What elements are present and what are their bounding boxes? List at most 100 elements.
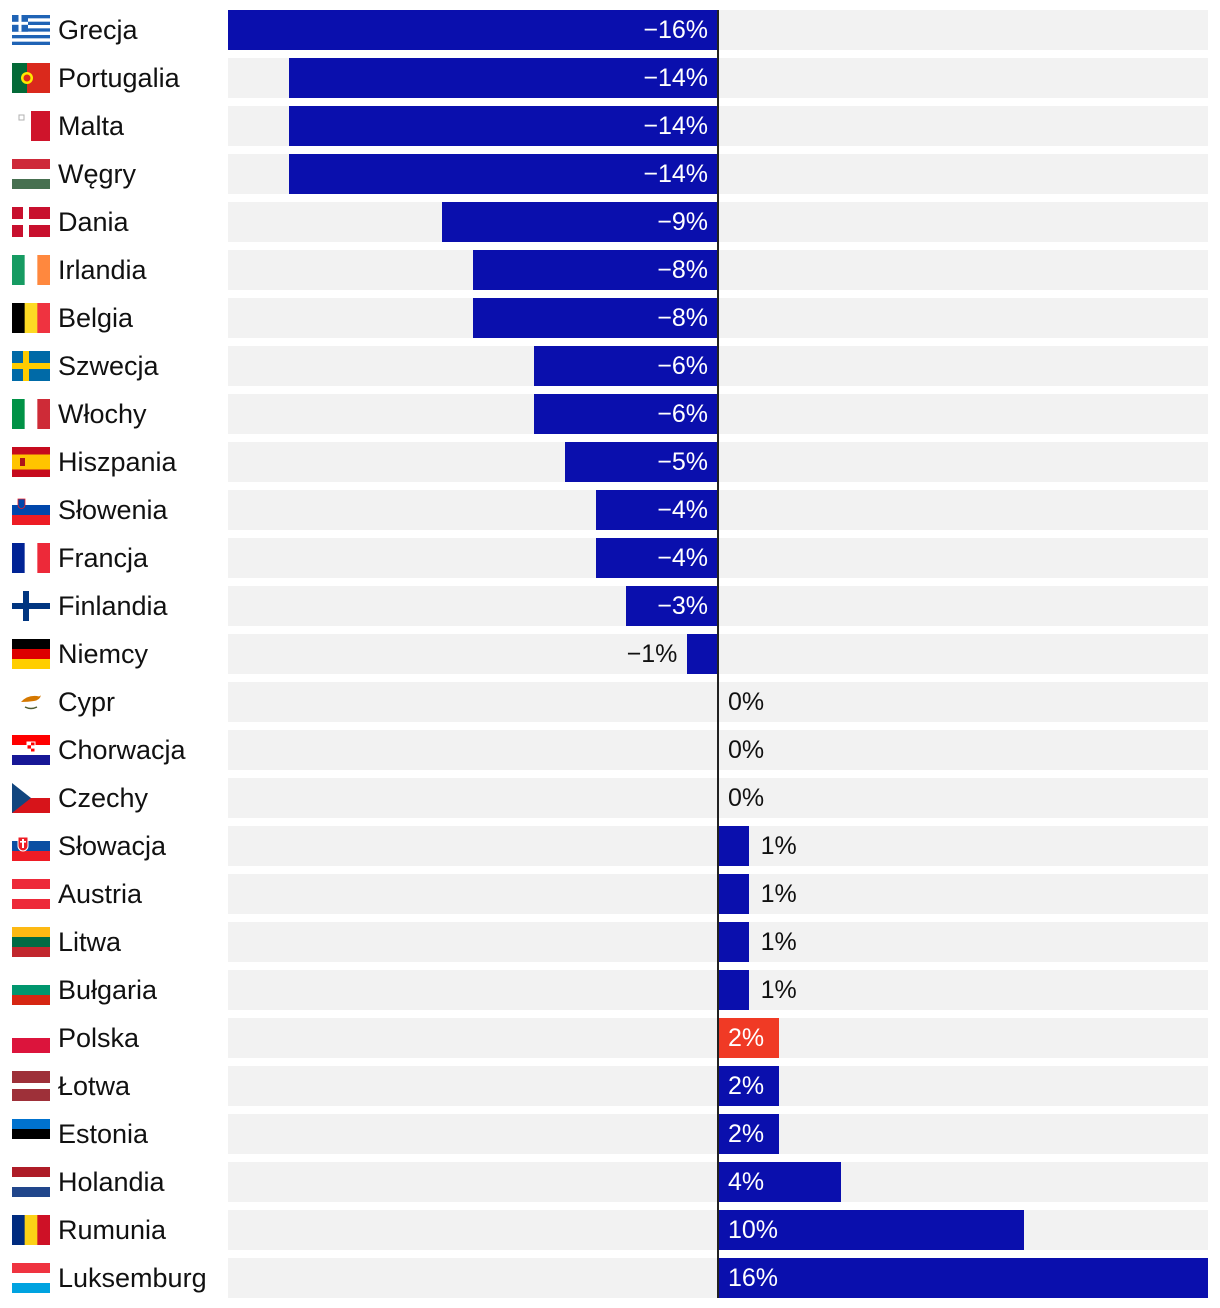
category-label: Portugalia [58,63,180,93]
bar-wegry [289,154,718,194]
chart-row-dania: Dania −9% [0,202,1220,242]
slovakia-flag-icon [12,831,50,861]
spain-flag-icon [12,447,50,477]
bar-slowenia [595,490,718,530]
chart-row-hiszpania: Hiszpania −5% [0,442,1220,482]
category-label: Łotwa [58,1071,131,1101]
category-label: Finlandia [58,591,168,621]
bar-litwa [718,922,749,962]
data-label: 1% [760,880,797,908]
category-label: Malta [58,111,125,141]
chart-row-niemcy: Niemcy −1% [0,634,1220,674]
chart-row-wegry: Węgry −14% [0,154,1220,194]
bar-belgia [473,298,718,338]
data-label: −8% [657,304,708,332]
bar-lotwa [718,1066,780,1106]
bar-szwecja [534,346,718,386]
bar-luksemburg [718,1258,1208,1298]
austria-flag-icon [12,879,50,909]
chart-row-lotwa: Łotwa 2% [0,1066,1220,1106]
category-label: Chorwacja [58,735,186,765]
data-label: −14% [643,112,708,140]
denmark-flag-icon [12,207,50,237]
data-label: −6% [657,352,708,380]
bar-holandia [718,1162,841,1202]
czechia-flag-icon [12,783,50,813]
data-label: 4% [728,1168,765,1196]
croatia-flag-icon [12,735,50,765]
bar-wlochy [534,394,718,434]
data-label: 0% [728,688,765,716]
category-label: Rumunia [58,1215,167,1245]
chart-row-szwecja: Szwecja −6% [0,346,1220,386]
category-label: Słowacja [58,831,167,861]
chart-row-litwa: Litwa 1% [0,922,1220,962]
lithuania-flag-icon [12,927,50,957]
bar-niemcy [687,634,718,674]
chart-row-finlandia: Finlandia −3% [0,586,1220,626]
data-label: 0% [728,736,765,764]
category-label: Czechy [58,783,149,813]
chart-row-slowenia: Słowenia −4% [0,490,1220,530]
category-label: Dania [58,207,129,237]
chart-row-luksemburg: Luksemburg 16% [0,1258,1220,1298]
bar-slowacja [718,826,749,866]
chart-row-wlochy: Włochy −6% [0,394,1220,434]
poland-flag-icon [12,1023,50,1053]
category-label: Hiszpania [58,447,177,477]
category-label: Holandia [58,1167,165,1197]
chart-row-rumunia: Rumunia 10% [0,1210,1220,1250]
bar-malta [289,106,718,146]
category-label: Belgia [58,303,134,333]
data-label: 2% [728,1024,765,1052]
slovenia-flag-icon [12,495,50,525]
bar-portugalia [289,58,718,98]
chart-row-estonia: Estonia 2% [0,1114,1220,1154]
luxembourg-flag-icon [12,1263,50,1293]
category-label: Irlandia [58,255,147,285]
chart-row-irlandia: Irlandia −8% [0,250,1220,290]
portugal-flag-icon [12,63,50,93]
data-label: −6% [657,400,708,428]
sweden-flag-icon [12,351,50,381]
data-label: −16% [643,16,708,44]
category-label: Litwa [58,927,122,957]
category-label: Cypr [58,687,116,717]
finland-flag-icon [12,591,50,621]
category-label: Luksemburg [58,1263,207,1293]
data-label: −8% [657,256,708,284]
chart-row-grecja: Grecja −16% [0,10,1220,50]
bar-polska [718,1018,780,1058]
belgium-flag-icon [12,303,50,333]
data-label: 10% [728,1216,779,1244]
category-label: Szwecja [58,351,159,381]
data-label: −14% [643,160,708,188]
bar-dania [442,202,718,242]
data-label: −4% [657,496,708,524]
data-label: −14% [643,64,708,92]
germany-flag-icon [12,639,50,669]
category-label: Polska [58,1023,140,1053]
chart-row-slowacja: Słowacja 1% [0,826,1220,866]
italy-flag-icon [12,399,50,429]
ireland-flag-icon [12,255,50,285]
bar-rumunia [718,1210,1025,1250]
data-label: −1% [626,640,678,668]
category-label: Francja [58,543,149,573]
bar-estonia [718,1114,780,1154]
chart-row-bulgaria: Bułgaria 1% [0,970,1220,1010]
greece-flag-icon [12,15,50,45]
data-label: 0% [728,784,765,812]
data-label: 1% [760,928,797,956]
category-label: Grecja [58,15,138,45]
chart-row-holandia: Holandia 4% [0,1162,1220,1202]
zero-axis-line [717,10,719,1298]
bar-irlandia [473,250,718,290]
category-label: Estonia [58,1119,149,1149]
hungary-flag-icon [12,159,50,189]
chart-row-polska: Polska 2% [0,1018,1220,1058]
bar-austria [718,874,749,914]
category-label: Austria [58,879,143,909]
bar-bulgaria [718,970,749,1010]
